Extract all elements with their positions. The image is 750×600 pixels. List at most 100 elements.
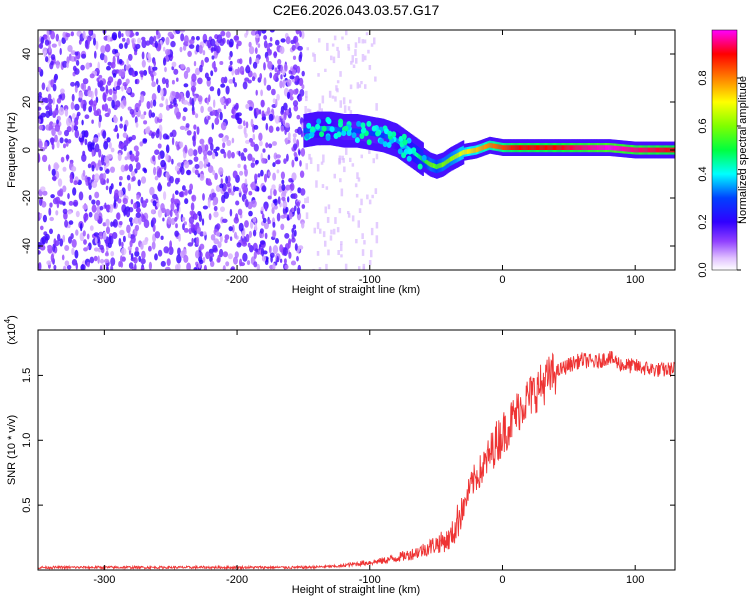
signal-core bbox=[373, 131, 376, 137]
noise-dot bbox=[52, 97, 55, 105]
noise-dot bbox=[82, 103, 87, 112]
noise-dot bbox=[235, 200, 240, 206]
noise-dot bbox=[268, 125, 274, 133]
noise-dot bbox=[292, 224, 297, 230]
noise-dot bbox=[259, 240, 266, 245]
noise-dot bbox=[111, 99, 115, 109]
signal-core bbox=[358, 128, 361, 134]
noise-dot bbox=[165, 171, 170, 178]
noise-dot bbox=[202, 50, 206, 56]
noise-dot bbox=[178, 191, 184, 198]
noise-dot bbox=[95, 163, 99, 171]
noise-dot bbox=[64, 260, 70, 267]
noise-dot bbox=[54, 134, 58, 143]
noise-dot bbox=[246, 64, 250, 71]
noise-dot bbox=[153, 35, 157, 42]
signal-core bbox=[326, 126, 329, 131]
signal-core bbox=[575, 145, 577, 150]
noise-dot bbox=[144, 127, 151, 134]
noise-dot bbox=[175, 223, 178, 229]
noise-dot bbox=[50, 30, 55, 40]
noise-dot bbox=[134, 168, 138, 174]
noise-dot bbox=[274, 115, 280, 124]
signal-core bbox=[568, 145, 571, 150]
signal-core bbox=[529, 145, 532, 150]
noise-dot bbox=[94, 191, 100, 199]
signal-core bbox=[472, 148, 474, 154]
noise-dot bbox=[106, 137, 111, 143]
noise-dot bbox=[55, 104, 59, 111]
noise-dot bbox=[206, 150, 213, 156]
x-tick-label: -100 bbox=[359, 274, 381, 286]
signal-core bbox=[469, 148, 471, 154]
noise-dot bbox=[193, 81, 197, 86]
signal-core bbox=[430, 162, 433, 168]
noise-dot bbox=[133, 256, 138, 264]
noise-dot bbox=[259, 228, 264, 234]
noise-dot bbox=[131, 218, 135, 224]
noise-dot bbox=[102, 104, 105, 111]
signal-core bbox=[617, 146, 620, 151]
signal-core bbox=[337, 127, 339, 133]
faint-scatter-mark bbox=[357, 220, 360, 228]
noise-dot bbox=[267, 195, 272, 200]
signal-core bbox=[523, 145, 525, 150]
noise-dot bbox=[40, 186, 46, 192]
noise-dot bbox=[231, 151, 235, 159]
signal-core bbox=[507, 145, 509, 150]
noise-dot bbox=[102, 222, 107, 227]
noise-dot bbox=[223, 191, 229, 199]
signal-core bbox=[470, 148, 472, 154]
signal-core bbox=[562, 145, 565, 150]
noise-dot bbox=[150, 100, 153, 109]
noise-dot bbox=[70, 31, 75, 37]
noise-dot bbox=[208, 94, 211, 103]
noise-dot bbox=[88, 211, 93, 218]
noise-dot bbox=[71, 247, 75, 256]
noise-dot bbox=[74, 68, 80, 75]
colorbar-tick-label: 0.6 bbox=[697, 118, 709, 133]
noise-dot bbox=[64, 245, 70, 251]
signal-core bbox=[667, 147, 670, 153]
noise-dot bbox=[275, 238, 279, 244]
noise-dot bbox=[294, 76, 298, 82]
faint-scatter-mark bbox=[336, 227, 340, 233]
signal-core bbox=[668, 147, 671, 153]
noise-dot bbox=[141, 39, 147, 49]
noise-dot bbox=[157, 249, 163, 257]
noise-dot bbox=[127, 182, 131, 192]
noise-dot bbox=[135, 122, 139, 128]
noise-dot bbox=[102, 231, 107, 241]
noise-dot bbox=[95, 199, 101, 206]
faint-scatter-mark bbox=[368, 149, 371, 154]
noise-dot bbox=[160, 159, 166, 168]
noise-dot bbox=[51, 43, 57, 48]
noise-dot bbox=[44, 141, 48, 150]
noise-dot bbox=[291, 207, 295, 213]
signal-core bbox=[406, 145, 408, 151]
signal-core bbox=[586, 145, 589, 150]
faint-scatter-mark bbox=[332, 56, 336, 64]
noise-dot bbox=[47, 93, 52, 101]
noise-dot bbox=[253, 108, 257, 117]
noise-dot bbox=[200, 105, 204, 114]
noise-dot bbox=[87, 163, 92, 169]
noise-dot bbox=[283, 158, 287, 165]
noise-dot bbox=[112, 219, 118, 228]
faint-scatter-mark bbox=[375, 222, 379, 229]
signal-core bbox=[619, 146, 622, 151]
noise-dot bbox=[78, 91, 84, 99]
noise-dot bbox=[248, 190, 253, 196]
noise-dot bbox=[237, 163, 241, 168]
signal-core bbox=[636, 147, 639, 153]
noise-dot bbox=[122, 37, 126, 42]
noise-dot bbox=[107, 242, 112, 249]
noise-dot bbox=[128, 53, 133, 61]
noise-dot bbox=[237, 66, 240, 75]
signal-core bbox=[503, 145, 505, 150]
noise-dot bbox=[179, 166, 183, 173]
noise-dot bbox=[250, 30, 257, 36]
noise-dot bbox=[152, 99, 157, 107]
noise-dot bbox=[45, 110, 51, 119]
noise-dot bbox=[300, 147, 306, 157]
